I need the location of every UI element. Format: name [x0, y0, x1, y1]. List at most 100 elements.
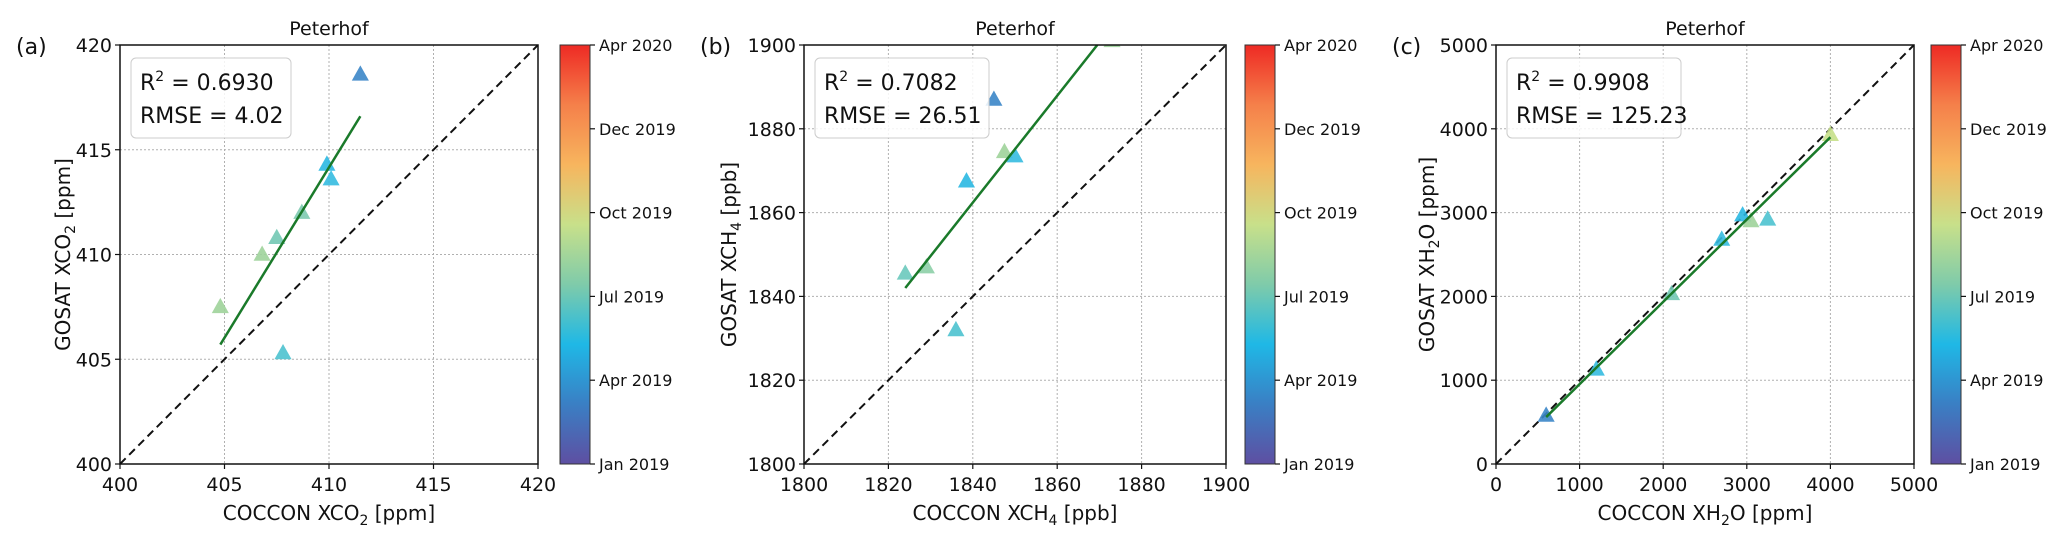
y-tick-label: 405: [76, 349, 112, 371]
rmse-text: RMSE = 125.23: [1516, 104, 1688, 129]
panel-label: (c): [1392, 35, 1421, 60]
data-point-triangle: [1713, 230, 1731, 246]
colorbar-tick-label: Apr 2019: [599, 371, 672, 390]
r-squared-text: R2 = 0.6930: [140, 69, 274, 96]
y-tick-label: 420: [76, 35, 112, 57]
colorbar-tick-label: Apr 2019: [1970, 371, 2043, 390]
data-point-triangle: [268, 228, 286, 245]
panel-label: (b): [700, 35, 731, 60]
colorbar-bar: [1930, 44, 1962, 465]
y-label-main: GOSAT XH: [1415, 248, 1439, 352]
y-axis-label: GOSAT XCH4 [ppb]: [717, 162, 745, 347]
rmse-text: RMSE = 4.02: [140, 104, 284, 129]
y-tick-label: 3000: [1440, 203, 1488, 225]
x-tick-label: 420: [520, 474, 556, 496]
regression-fit-line: [219, 115, 362, 346]
x-tick-label: 410: [311, 474, 347, 496]
y-label-unit: [ppb]: [717, 162, 741, 222]
regression-fit-line: [1545, 136, 1832, 418]
x-tick-label: 1900: [1202, 474, 1250, 496]
plot-area: [1496, 45, 1914, 464]
colorbar-tick-label: Oct 2019: [1970, 204, 2043, 223]
x-label-sub: 2: [1721, 513, 1730, 529]
x-label-unit: [ppb]: [1057, 501, 1117, 525]
r2-value: = 0.9908: [1540, 71, 1649, 96]
x-axis-label: COCCON XCH4 [ppb]: [913, 501, 1118, 529]
one-to-one-line: [1496, 45, 1914, 464]
y-label-unit: O [ppm]: [1415, 157, 1439, 240]
r2-label: R: [140, 71, 155, 96]
colorbar-tick-label: Jul 2019: [1283, 287, 1349, 306]
x-axis-label: COCCON XH2O [ppm]: [1598, 501, 1813, 529]
colorbar-tick-label: Apr 2020: [599, 36, 672, 55]
plot-area: [804, 45, 1226, 464]
data-point-triangle: [1821, 125, 1839, 141]
colorbar-tick-label: Apr 2019: [1284, 371, 1357, 390]
data-point-triangle: [896, 264, 914, 280]
data-point-triangle: [211, 297, 229, 314]
one-to-one-line: [120, 45, 538, 464]
regression-fit-line: [904, 45, 1099, 289]
colorbar-tick-label: Dec 2019: [1284, 120, 1361, 139]
y-tick-label: 1880: [748, 119, 796, 141]
colorbar-tick-label: Jan 2019: [598, 455, 669, 474]
data-point-triangle: [322, 170, 340, 186]
y-tick-label: 415: [76, 140, 112, 162]
data-point-triangle: [947, 320, 965, 337]
axes-frame: [119, 44, 539, 465]
x-label-sub: 2: [359, 513, 368, 529]
r2-label: R: [824, 71, 839, 96]
x-label-unit: O [ppm]: [1730, 501, 1813, 525]
y-tick-label: 1860: [748, 203, 796, 225]
x-tick-label: 400: [102, 474, 138, 496]
y-tick-label: 1900: [748, 35, 796, 57]
colorbar-tick-label: Jul 2019: [598, 287, 664, 306]
y-label-sub: 2: [63, 225, 79, 234]
x-label-main: COCCON XH: [1598, 501, 1721, 525]
colorbar-tick-label: Jan 2019: [1969, 455, 2040, 474]
x-label-main: COCCON XCO: [223, 501, 360, 525]
x-tick-label: 415: [415, 474, 451, 496]
y-axis-label: GOSAT XH2O [ppm]: [1415, 157, 1443, 352]
x-label-unit: [ppm]: [368, 501, 435, 525]
colorbar-tick-label: Jul 2019: [1969, 287, 2035, 306]
data-point-triangle: [1742, 211, 1760, 228]
r2-superscript: 2: [155, 69, 164, 85]
stats-box: [814, 57, 990, 139]
x-tick-label: 2000: [1639, 474, 1687, 496]
x-label-main: COCCON XCH: [913, 501, 1049, 525]
stats-box: [1506, 57, 1682, 139]
data-point-triangle: [318, 155, 336, 171]
chart-title: Peterhof: [289, 18, 370, 40]
panel-label: (a): [16, 35, 47, 60]
colorbar-tick-label: Oct 2019: [599, 204, 672, 223]
data-point-triangle: [1734, 206, 1752, 222]
colorbar-bar: [1244, 44, 1276, 465]
x-tick-label: 3000: [1723, 474, 1771, 496]
data-point-triangle: [351, 65, 369, 81]
panel-b: 1800 1820 1840 1860 1880 1900 1800 1820 1840 1860…: [700, 18, 1361, 529]
x-tick-label: 5000: [1890, 474, 1938, 496]
y-tick-label: 400: [76, 454, 112, 476]
x-tick-label: 4000: [1806, 474, 1854, 496]
y-tick-label: 4000: [1440, 119, 1488, 141]
x-tick-label: 1800: [780, 474, 828, 496]
chart-title: Peterhof: [1665, 18, 1746, 40]
data-point-triangle: [1759, 210, 1777, 226]
y-label-unit: [ppm]: [51, 158, 75, 225]
x-tick-label: 0: [1490, 474, 1502, 496]
colorbar: Jan 2019 Apr 2019 Jul 2019 Oct 2019 Dec 2019…: [1244, 36, 1361, 474]
x-tick-label: 1880: [1117, 474, 1165, 496]
colorbar: Jan 2019 Apr 2019 Jul 2019 Oct 2019 Dec 2019…: [559, 36, 676, 474]
x-tick-label: 1840: [949, 474, 997, 496]
y-tick-label: 410: [76, 245, 112, 267]
data-point-triangle: [917, 258, 935, 274]
data-point-triangle: [1006, 147, 1024, 163]
plot-area: [120, 45, 538, 464]
r2-value: = 0.7082: [848, 71, 957, 96]
colorbar-tick-label: Jan 2019: [1283, 455, 1354, 474]
r-squared-text: R2 = 0.9908: [1516, 69, 1650, 96]
y-tick-label: 1800: [748, 454, 796, 476]
panel-c: 0 1000 2000 3000 4000 5000 0 1000 2000 3000 4000 50…: [1392, 18, 2047, 529]
